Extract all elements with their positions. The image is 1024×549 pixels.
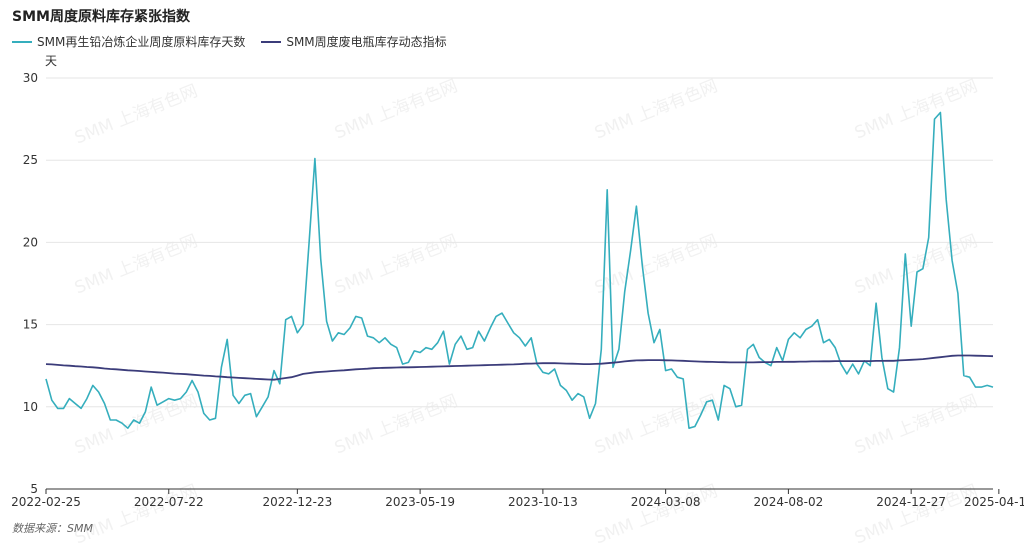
y-tick-label: 25 <box>23 153 38 167</box>
x-tick-label: 2023-10-13 <box>508 495 578 509</box>
x-tick-label: 2024-03-08 <box>631 495 701 509</box>
y-tick-label: 20 <box>23 235 38 249</box>
x-tick-label: 2025-04-11 <box>964 495 1024 509</box>
series-line-1 <box>45 111 994 430</box>
data-source-note: 数据来源：SMM <box>12 522 93 535</box>
x-tick-label: 2022-07-22 <box>134 495 204 509</box>
y-axis-unit: 天 <box>45 54 58 68</box>
y-tick-label: 10 <box>23 400 38 414</box>
chart-title: SMM周度原料库存紧张指数 <box>12 9 190 25</box>
legend-label-series2: SMM周度废电瓶库存动态指标 <box>286 35 447 49</box>
x-tick-label: 2022-12-23 <box>262 495 332 509</box>
series-line-2 <box>45 354 994 381</box>
legend: SMM再生铅冶炼企业周度原料库存天数 SMM周度废电瓶库存动态指标 <box>12 33 447 50</box>
x-tick-label: 2024-08-02 <box>754 495 824 509</box>
y-axis-ticks: 5 10 15 20 25 30 <box>23 71 38 496</box>
legend-item-series2[interactable]: SMM周度废电瓶库存动态指标 <box>261 33 447 50</box>
gridlines <box>46 77 993 490</box>
y-tick-label: 15 <box>23 318 38 332</box>
legend-swatch-series2 <box>261 40 282 43</box>
x-tick-label: 2024-12-27 <box>876 495 946 509</box>
y-tick-label: 30 <box>23 71 38 85</box>
legend-swatch-series1 <box>12 40 32 43</box>
x-axis: 2022-02-25 2022-07-22 2022-12-23 2023-05-19… <box>11 489 1024 509</box>
legend-item-series1[interactable]: SMM再生铅冶炼企业周度原料库存天数 <box>12 33 245 50</box>
y-tick-label: 5 <box>30 482 38 496</box>
x-tick-label: 2022-02-25 <box>11 495 81 509</box>
legend-label-series1: SMM再生铅冶炼企业周度原料库存天数 <box>37 35 246 49</box>
series-lines <box>45 111 994 430</box>
x-tick-label: 2023-05-19 <box>385 495 455 509</box>
